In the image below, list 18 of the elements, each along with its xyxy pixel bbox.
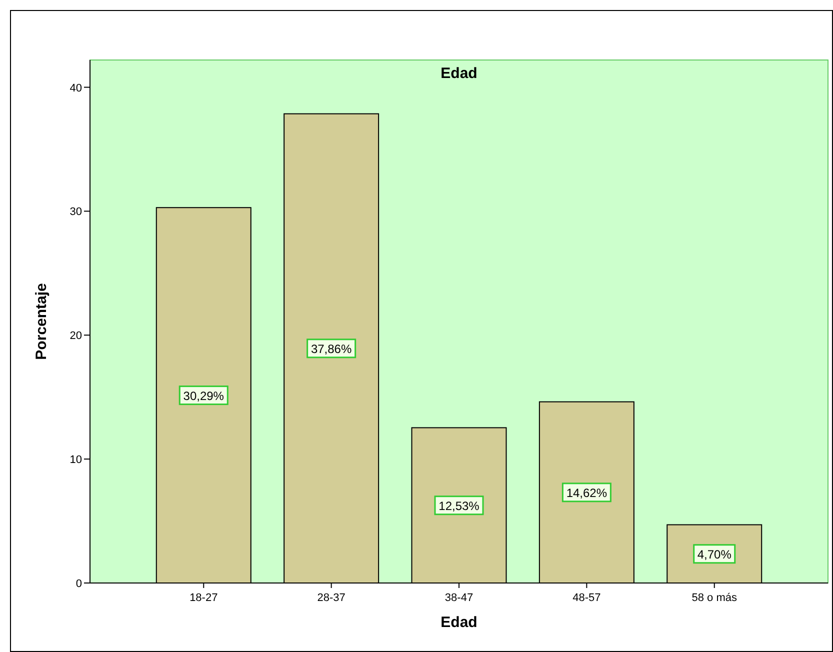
- x-tick-label: 48-57: [572, 592, 601, 604]
- x-tick-label: 28-37: [317, 592, 346, 604]
- chart-title: Edad: [440, 65, 478, 82]
- x-tick-label: 18-27: [190, 592, 218, 604]
- x-axis-title: Edad: [440, 614, 478, 631]
- y-tick-label: 0: [76, 578, 82, 590]
- data-label: 30,29%: [183, 388, 224, 403]
- x-tick-label: 58 o más: [692, 592, 738, 604]
- data-label: 37,86%: [310, 342, 352, 356]
- data-label: 12,53%: [438, 498, 480, 513]
- y-tick-label: 20: [70, 330, 82, 342]
- y-axis-title: Porcentaje: [33, 283, 50, 360]
- x-tick-label: 38-47: [444, 592, 474, 604]
- data-label: 4,70%: [697, 547, 732, 562]
- data-label: 14,62%: [566, 486, 608, 500]
- y-tick-label: 10: [70, 454, 82, 466]
- y-tick-label: 40: [70, 82, 82, 94]
- y-tick-label: 30: [70, 206, 82, 218]
